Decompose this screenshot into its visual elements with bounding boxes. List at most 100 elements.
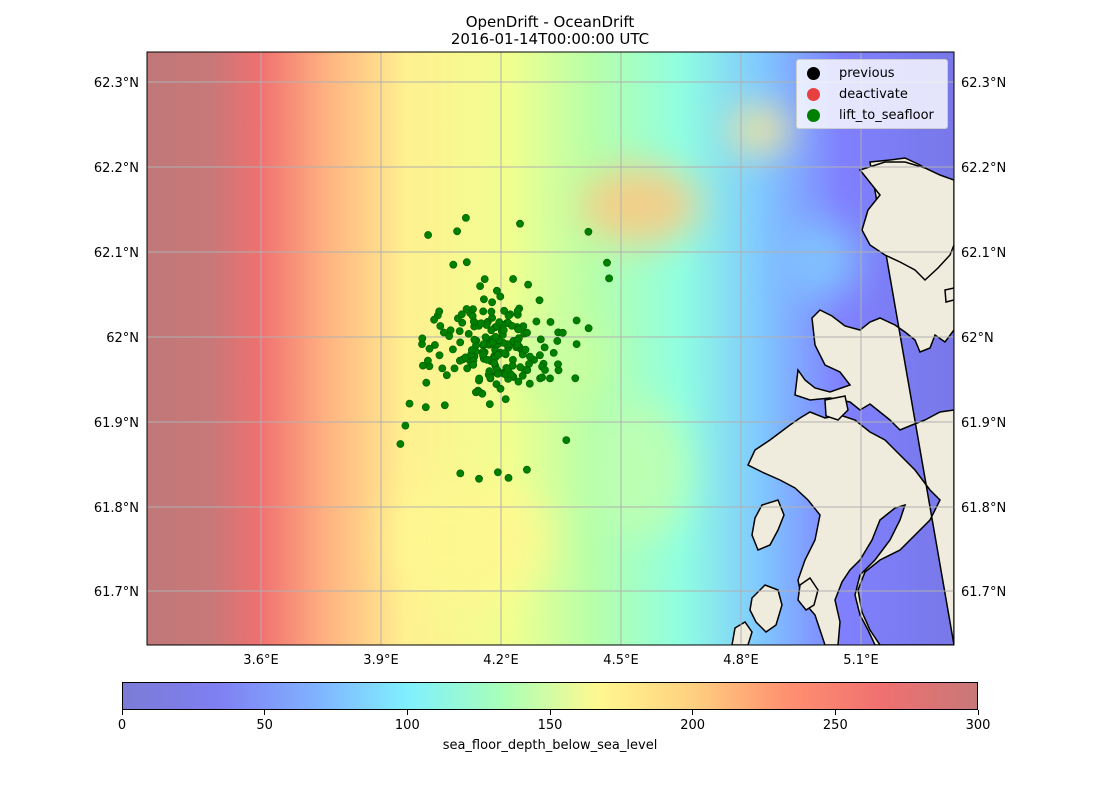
particle: [418, 361, 427, 370]
colorbar-tick: [834, 710, 836, 715]
colorbar-tick-label: 300: [965, 718, 991, 733]
particle: [541, 366, 549, 374]
x-tick-label: 5.1°E: [843, 653, 878, 668]
particle: [479, 350, 487, 359]
particle: [470, 335, 479, 344]
colorbar-tick: [977, 710, 979, 715]
particle: [456, 338, 465, 347]
particle: [504, 473, 513, 482]
particle: [468, 312, 477, 320]
colorbar-tick: [121, 710, 123, 715]
legend-item-previous: previous: [807, 63, 895, 83]
particle: [516, 219, 524, 228]
y-tick-label-right: 61.9°N: [961, 416, 1006, 431]
y-tick-label-left: 62.2°N: [94, 161, 139, 176]
particle: [461, 213, 470, 222]
particle: [495, 318, 504, 327]
particle: [491, 332, 500, 341]
particle: [584, 227, 593, 236]
x-tick-label: 3.9°E: [363, 653, 398, 668]
particle: [532, 317, 541, 326]
particle: [603, 258, 611, 267]
particle: [396, 440, 405, 448]
particle: [493, 369, 502, 378]
particle: [467, 346, 476, 354]
particle: [450, 364, 459, 373]
y-tick-label-right: 61.8°N: [961, 501, 1006, 516]
particle: [518, 371, 527, 380]
colorbar-tick: [549, 710, 551, 715]
particle: [488, 298, 496, 307]
particle: [514, 325, 523, 334]
particle: [536, 351, 544, 360]
particle: [445, 332, 454, 340]
x-tick-label: 4.8°E: [723, 653, 758, 668]
particle: [423, 356, 432, 365]
y-tick-label-right: 62.2°N: [961, 161, 1006, 176]
y-tick-label-left: 62.1°N: [94, 246, 139, 261]
colorbar-label: sea_floor_depth_below_sea_level: [442, 738, 658, 753]
particle: [475, 474, 483, 483]
particle: [514, 377, 523, 386]
particle: [540, 343, 549, 352]
y-tick-label-right: 62°N: [961, 331, 994, 346]
particle: [523, 328, 531, 337]
particles-layer: [396, 213, 613, 483]
particle: [521, 345, 530, 354]
particle: [538, 373, 546, 382]
gridlines: [147, 52, 954, 645]
colorbar-tick-label: 100: [394, 718, 420, 733]
particle: [558, 328, 567, 337]
particle: [477, 319, 485, 328]
plot-title: OpenDrift - OceanDrift: [465, 13, 635, 31]
particle: [405, 399, 414, 408]
colorbar-tick: [264, 710, 266, 715]
particle: [516, 363, 525, 372]
colorbar-tick-label: 250: [822, 718, 848, 733]
particle: [469, 360, 478, 369]
particle: [485, 400, 494, 408]
x-tick-labels: 3.6°E 3.9°E 4.2°E 4.5°E 4.8°E 5.1°E: [243, 653, 878, 668]
y-tick-labels-left: 62.3°N 62.2°N 62.1°N 62°N 61.9°N 61.8°N 61.7°N: [94, 76, 139, 600]
particle: [453, 227, 461, 236]
particle: [479, 340, 488, 348]
colorbar-tick-label: 50: [256, 718, 273, 733]
y-tick-label-left: 61.8°N: [94, 501, 139, 516]
particle: [487, 307, 496, 316]
particle: [571, 374, 580, 383]
particle: [422, 378, 431, 387]
legend: previous deactivate lift_to_seafloor: [796, 59, 948, 129]
legend-item-deactivate: deactivate: [807, 84, 908, 104]
particle: [461, 353, 470, 362]
particle: [483, 355, 491, 364]
particle: [496, 384, 505, 393]
particle: [572, 316, 581, 325]
particle: [487, 326, 496, 335]
particle: [536, 335, 545, 344]
particle: [562, 436, 571, 444]
particle: [438, 364, 447, 373]
particle: [500, 349, 509, 357]
x-tick-label: 4.5°E: [603, 653, 638, 668]
particle: [493, 468, 502, 477]
particle: [492, 286, 501, 295]
bathymetry-details: [390, 105, 860, 600]
particle: [436, 322, 445, 330]
particle: [435, 351, 444, 360]
x-tick-label: 4.2°E: [483, 653, 518, 668]
particle: [526, 352, 534, 361]
colorbar-tick-label: 200: [680, 718, 706, 733]
particle: [442, 371, 451, 380]
y-tick-label-left: 62°N: [106, 331, 139, 346]
particle: [449, 260, 458, 269]
particle: [490, 359, 499, 367]
map-layer: [147, 52, 954, 645]
particle: [464, 329, 473, 338]
colorbar-tick-label: 0: [117, 718, 127, 733]
particle: [535, 296, 544, 305]
plot-timestamp: 2016-01-14T00:00:00 UTC: [450, 30, 650, 48]
particle: [554, 360, 562, 369]
legend-marker-lift-to-seafloor: [807, 108, 820, 122]
legend-marker-previous: [807, 66, 820, 80]
coastline: [731, 157, 954, 645]
